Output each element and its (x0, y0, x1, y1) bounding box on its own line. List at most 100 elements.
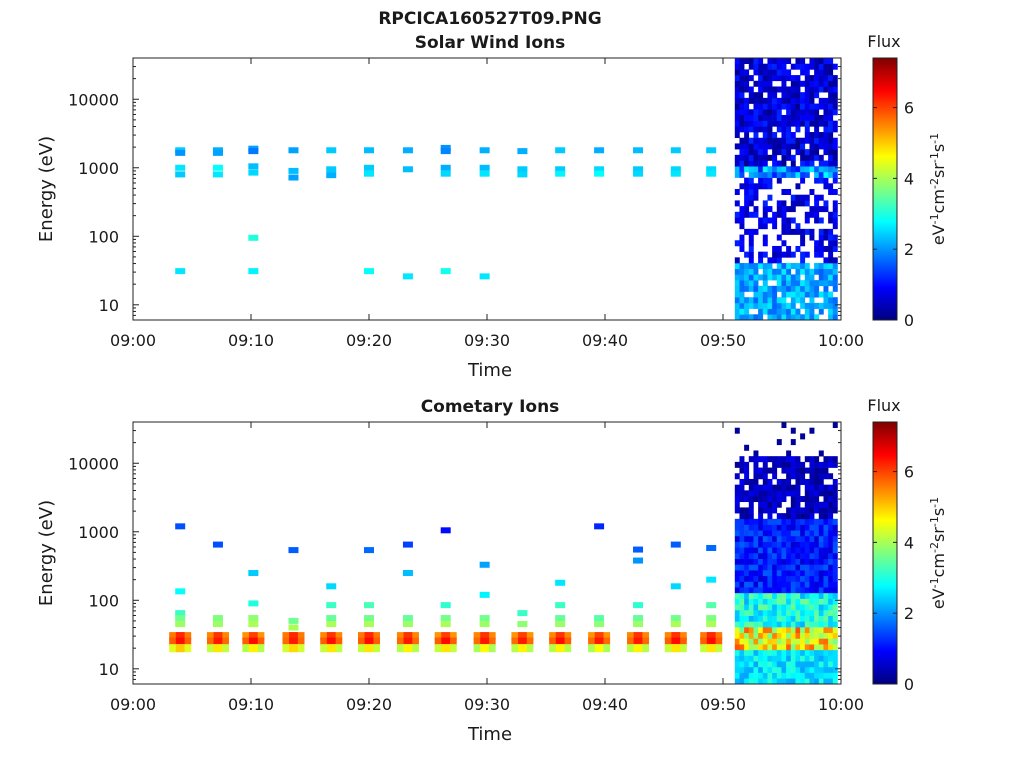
spectrogram-cell (748, 126, 754, 133)
spectrogram-cell (739, 564, 745, 571)
spectrogram-cell (790, 80, 796, 87)
spectrogram-cell (790, 592, 796, 599)
spectrogram-cell (762, 496, 768, 503)
spectrogram-cell (809, 114, 815, 121)
spectrogram-cell (744, 609, 750, 616)
spectrogram-cell (818, 581, 824, 588)
spectrogram-cell (772, 604, 778, 611)
spectrogram-cell (818, 69, 824, 76)
spectrogram-cell (776, 439, 782, 446)
spectrogram-cell (734, 496, 740, 503)
spectrogram-cell (776, 274, 782, 281)
spectrogram-cell (758, 217, 764, 224)
spectrogram-cell (734, 143, 740, 150)
spectrogram-cell (781, 103, 787, 110)
spectrogram-cell (804, 120, 810, 127)
spectrogram-cell (776, 58, 782, 64)
spectrogram-cell (762, 63, 768, 70)
spectrogram-cell (744, 154, 750, 161)
spectrogram-cell (753, 69, 759, 76)
spectrogram-cell (786, 189, 792, 195)
spectrogram-cell (781, 69, 787, 76)
spectrogram-cell (758, 467, 764, 474)
spectrogram-cell (748, 478, 754, 485)
spectrogram-cell (828, 58, 834, 64)
spectrogram-cell (762, 160, 768, 167)
spectrogram-cell (818, 632, 824, 639)
spectrogram-cell (753, 467, 759, 474)
spectrogram-cell (809, 473, 815, 480)
spectrogram-cell (753, 490, 759, 497)
spectrogram-cell (776, 114, 782, 121)
spectrogram-cell (786, 587, 792, 594)
spectrogram-cell (828, 666, 834, 673)
spectrogram-cell (758, 69, 764, 76)
spectrogram-cell (767, 678, 773, 685)
spectrogram-cell (814, 120, 820, 127)
spectrogram-cell (832, 496, 838, 503)
spectrogram-cell (758, 678, 764, 685)
spectrogram-cell (776, 672, 782, 679)
spectrogram-cell (786, 114, 792, 121)
spectrogram-cell (744, 632, 750, 639)
spectrogram-cell (753, 484, 759, 491)
spectrogram-cell (772, 245, 778, 252)
spectrogram-cell (800, 581, 806, 588)
spectrogram-cell (748, 75, 754, 82)
spectrogram-cell (734, 541, 740, 548)
spectrogram-cell (175, 615, 186, 622)
spectrogram-cell (748, 109, 754, 116)
spectrogram-cell (795, 143, 801, 150)
spectrogram-cell (795, 149, 801, 156)
spectrogram-cell (800, 547, 806, 554)
spectrogram-cell (818, 166, 824, 173)
spectrogram-cell (809, 234, 815, 241)
spectrogram-cell (776, 263, 782, 270)
spectrogram-cell (818, 120, 824, 127)
spectrogram-cell (753, 92, 759, 99)
spectrogram-cell (212, 615, 223, 622)
spectrogram-cell (758, 149, 764, 156)
spectrogram-cell (814, 280, 820, 287)
spectrogram-cell (748, 609, 754, 616)
y-tick-label: 10000 (68, 454, 119, 473)
spectrogram-cell (744, 507, 750, 514)
spectrogram-cell (748, 314, 754, 321)
spectrogram-cell (762, 570, 768, 577)
spectrogram-cell (762, 274, 768, 281)
spectrogram-cell (753, 114, 759, 121)
spectrogram-cell (734, 302, 740, 309)
spectrogram-cell (767, 478, 773, 485)
spectrogram-cell (809, 638, 815, 645)
spectrogram-cell (753, 598, 759, 605)
spectrogram-cell (758, 183, 764, 190)
spectrogram-cell (823, 206, 829, 213)
spectrogram-cell (800, 598, 806, 605)
spectrogram-cell (832, 461, 838, 468)
spectrogram-cell (823, 160, 829, 167)
spectrogram-cell (734, 644, 740, 651)
spectrogram-cell (790, 553, 796, 559)
spectrogram-cell (804, 171, 810, 178)
spectrogram-cell (753, 575, 759, 582)
spectrogram-cell (786, 632, 792, 639)
spectrogram-cell (767, 535, 773, 542)
spectrogram-cell (804, 63, 810, 70)
spectrogram-cell (804, 535, 810, 542)
spectrogram-cell (786, 627, 792, 634)
spectrogram-cell (795, 501, 801, 508)
spectrogram-cell (781, 291, 787, 298)
spectrogram-cell (818, 592, 824, 599)
spectrogram-cell (804, 655, 810, 662)
spectrogram-cell (828, 587, 834, 594)
spectrogram-cell (832, 535, 838, 542)
spectrogram-cell (823, 80, 829, 87)
spectrogram-cell (326, 644, 336, 653)
spectrogram-cell (594, 615, 605, 622)
spectrogram-cell (828, 615, 834, 622)
spectrogram-cell (800, 541, 806, 548)
spectrogram-cell (790, 302, 796, 309)
spectrogram-cell (786, 598, 792, 605)
spectrogram-cell (555, 170, 566, 177)
spectrogram-cell (795, 661, 801, 668)
